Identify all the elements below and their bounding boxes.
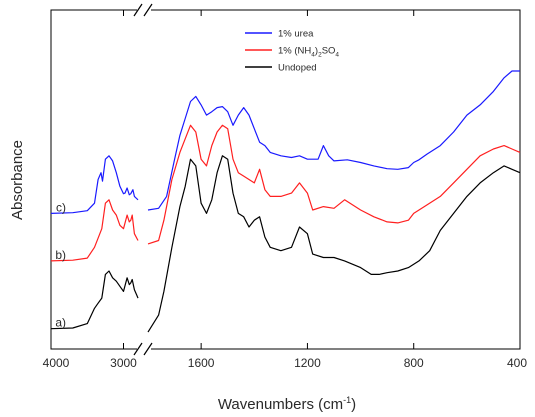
x-tick-label: 1600 [188,356,215,370]
legend-label-part: Undoped [278,63,317,74]
y-axis-title: Absorbance [9,140,26,220]
series-ammonium-left-line [50,199,139,262]
series-urea: c) [50,70,520,214]
x-tick-label: 800 [404,356,424,370]
series-ammonium: b) [50,124,521,262]
curve-label-ammonium: b) [55,248,66,262]
legend-entry-ammonium: 1% (NH4)2SO4 [245,46,339,59]
legend-label-part: 4 [335,52,339,59]
series-urea-right-line [147,70,520,211]
x-tick-label: 400 [507,356,527,370]
series-group: c) b) a) [50,70,521,333]
axis-break-marks [133,3,153,356]
x-axis-title-word: Wavenumbers [218,396,314,413]
x-axis-unit-exponent: -1 [343,395,351,405]
legend-label-part: 2 [318,52,322,59]
curve-label-urea: c) [56,200,66,214]
legend-label: 1% (NH4)2SO4 [278,46,339,59]
x-axis-title: Wavenumbers (cm-1) [218,395,356,413]
axis-break-gap-top [137,5,151,15]
axis-break-slash [133,342,143,356]
legend-label-part: 1% urea [278,29,314,40]
legend-entry-urea: 1% urea [245,29,314,40]
legend-label: 1% urea [278,29,314,40]
axis-break-slash [133,3,143,17]
series-undoped-left-line [50,270,139,330]
series-urea-left-line [50,155,139,214]
x-tick-label: 3000 [110,356,137,370]
legend-label-part: 1% (NH [278,46,311,57]
series-ammonium-right-line [147,124,521,245]
legend-label: Undoped [278,63,317,74]
legend-label-part: 4 [311,52,315,59]
legend-label-part: ) [315,46,318,57]
x-ticks: 4000 3000 1600 1200 800 400 [43,10,527,370]
x-tick-label: 4000 [43,356,70,370]
x-axis-unit: cm [323,396,343,413]
series-undoped-right-line [147,155,521,333]
x-tick-label: 1200 [294,356,321,370]
curve-label-undoped: a) [55,316,66,330]
legend-label-part: SO [322,46,336,57]
series-undoped: a) [50,155,521,333]
axis-break-slash [143,342,153,356]
plot-frame [50,9,521,350]
axis-break-slash [143,3,153,17]
axis-break-gap-bottom [137,344,151,354]
legend-entry-undoped: Undoped [245,63,317,74]
